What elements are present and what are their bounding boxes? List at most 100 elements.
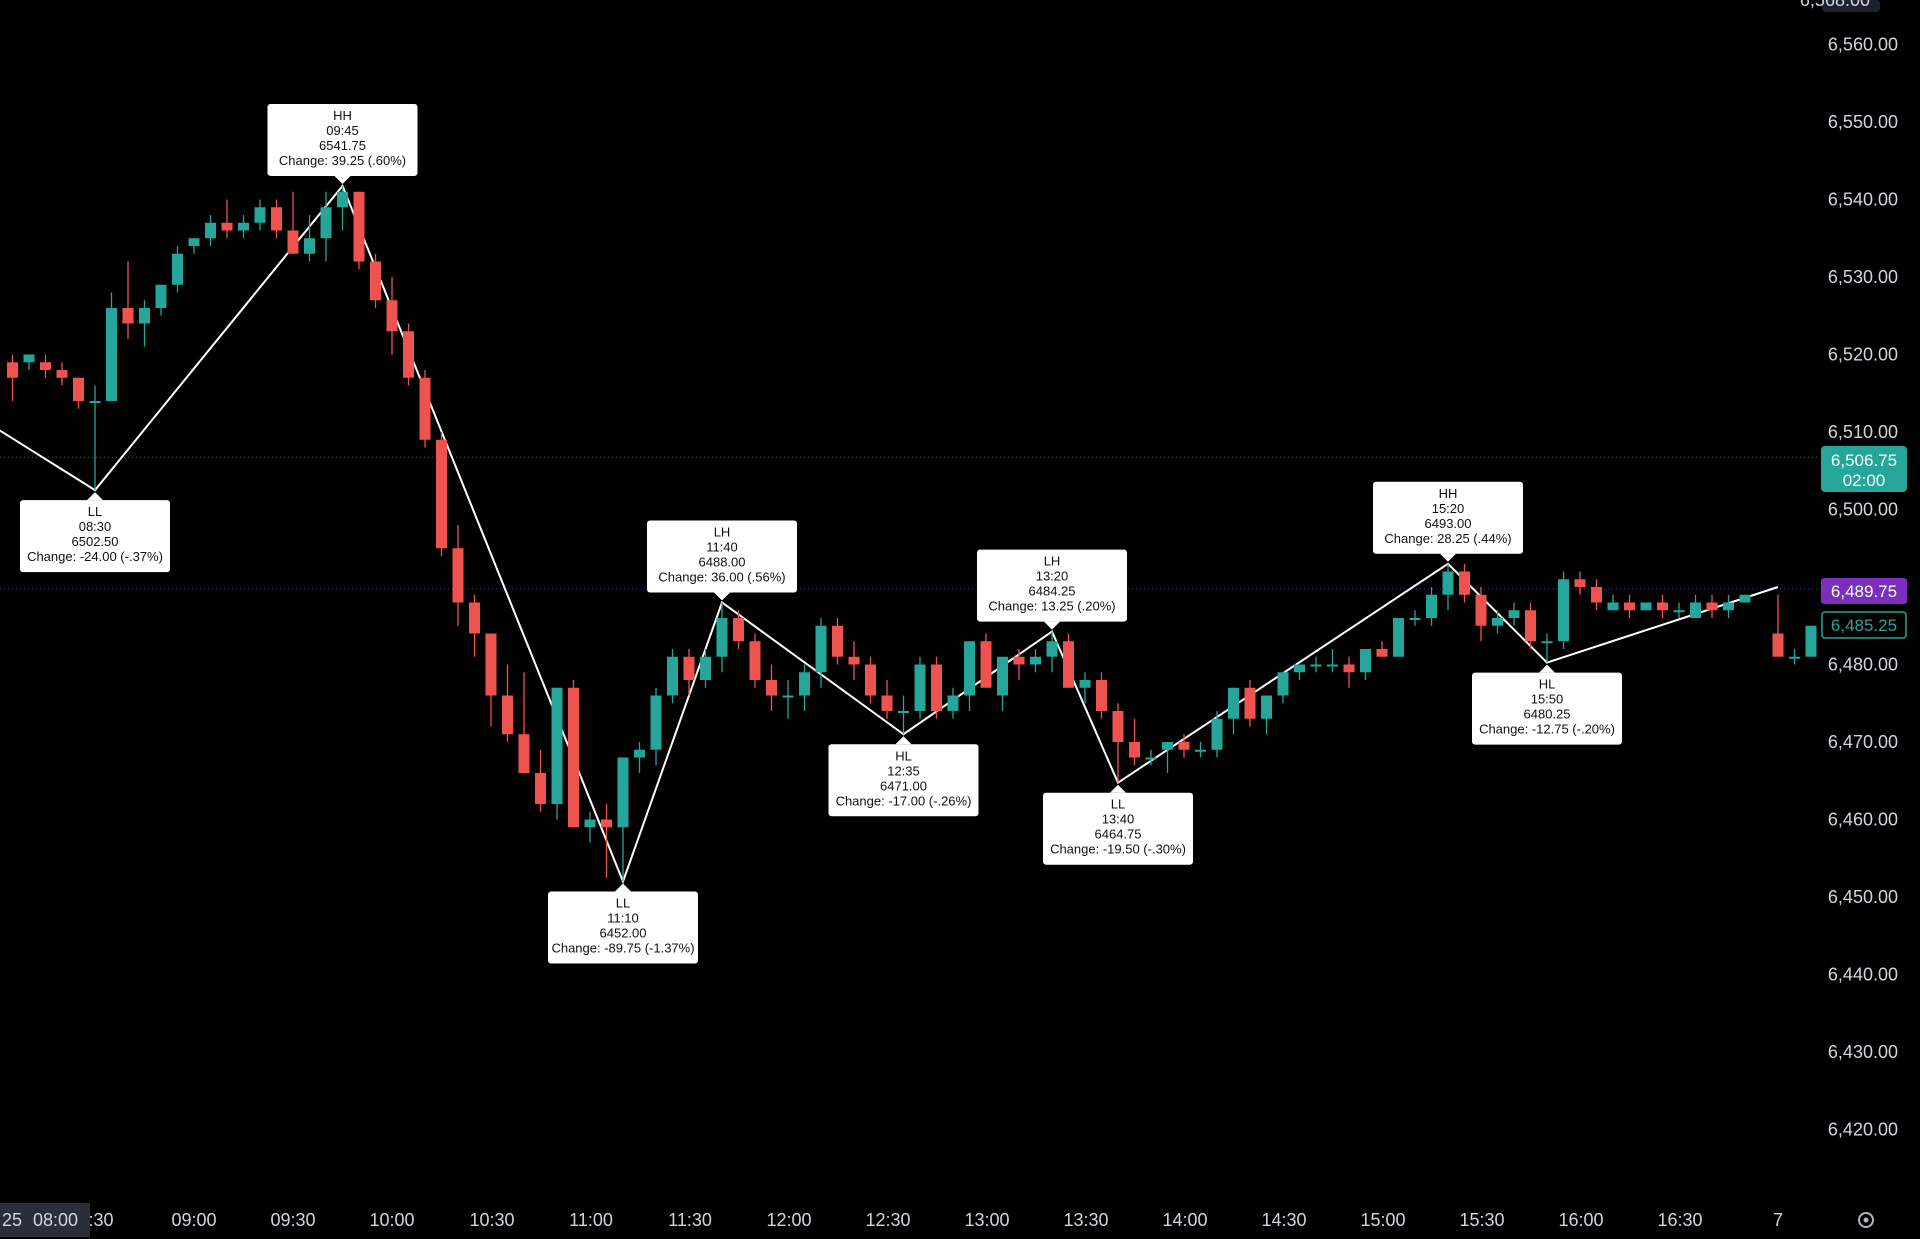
candle-body [1657,602,1668,611]
candle-body [1310,664,1322,667]
pivot-text: 13:20 [1036,569,1069,584]
candle [436,432,447,556]
candle-body [749,641,761,680]
pivot-pointer [1440,553,1456,562]
candle [304,215,315,262]
candle-body [122,308,134,324]
candle [1508,602,1520,626]
candle [502,664,513,742]
pivot-box [977,549,1127,622]
candle-body [1558,579,1569,642]
candle [1690,594,1701,618]
candle [1211,711,1223,758]
candle-body [1294,664,1305,673]
candle-body [1393,618,1404,657]
price-tick-label: 6,500.00 [1828,500,1898,520]
candle-body [1195,749,1206,752]
candle [1426,587,1437,626]
candle-body [320,207,332,239]
candle [1805,625,1817,657]
price-tick-label: 6,470.00 [1828,732,1898,752]
pivot-pointer [895,736,912,745]
price-tick-label: 6,510.00 [1828,422,1898,442]
time-axis[interactable]: 25 08:00 :30 09:00 09:30 10:00 10:30 11:00 11:… [0,1203,1783,1237]
pivot-box [1472,672,1622,745]
pivot-pointer [1044,621,1060,630]
candle [1393,618,1404,657]
purple-level-value: 6,489.75 [1831,582,1897,601]
pivot-text: Change: 28.25 (.44%) [1384,531,1511,546]
candle-body [287,230,299,254]
candle [535,749,546,812]
candle-body [815,625,827,673]
pivot-text: 6502.50 [72,534,119,549]
price-tick-label: 6,550.00 [1828,112,1898,132]
candle [716,602,728,673]
candle [188,238,200,254]
pivot-pointer [1539,664,1555,673]
candle [89,385,101,491]
candle [848,641,860,680]
candle [1772,594,1784,657]
time-tick-label: 13:30 [1063,1210,1108,1230]
candle [469,594,480,657]
time-tick-label: 14:30 [1261,1210,1306,1230]
candle-body [271,207,282,231]
candle [155,284,167,316]
candle [1475,587,1487,642]
price-tick-label: 6,430.00 [1828,1042,1898,1062]
candle [221,199,233,239]
candle-body [403,331,414,378]
gear-icon[interactable] [1858,1212,1874,1228]
pivot-text: Change: -89.75 (-1.37%) [551,941,694,956]
candle [551,687,563,820]
candle [1310,656,1322,673]
candle-body [469,602,480,634]
candle-body [1030,656,1041,665]
candle-body [535,773,546,804]
candle-body [73,377,84,401]
candle-body [1574,579,1586,587]
candle [1327,649,1338,673]
current-date-label: 25 [2,1210,22,1230]
candle [254,199,266,231]
candle [1343,656,1355,688]
candle [568,680,579,828]
pivot-text: Change: -12.75 (-.20%) [1479,722,1615,737]
candle [1195,742,1206,758]
candle-body [106,308,117,401]
candle [419,370,431,448]
candle [881,680,893,719]
candle [1145,749,1157,766]
candle-body [766,680,777,696]
candle [601,804,612,878]
candle [815,618,827,688]
candle-body [1541,641,1553,644]
candle-body [551,687,563,804]
price-tick-label: 6,560.00 [1828,35,1898,55]
price-tick-label: 6,440.00 [1828,965,1898,985]
candle [782,680,794,719]
candle-body [1723,602,1734,611]
candle-body [1013,656,1025,665]
candle [650,687,662,766]
candle-body [1525,610,1536,642]
candle-body [881,695,893,711]
candle-body [865,664,876,696]
candle [73,377,84,409]
candle-body [139,308,150,324]
candle [1541,633,1553,663]
pivot-box [20,500,170,573]
candle-body [898,711,909,713]
candle [1162,742,1173,773]
candle [337,185,348,231]
candles [7,185,1817,882]
pivot-text: 6484.25 [1029,584,1076,599]
candle [617,757,629,882]
